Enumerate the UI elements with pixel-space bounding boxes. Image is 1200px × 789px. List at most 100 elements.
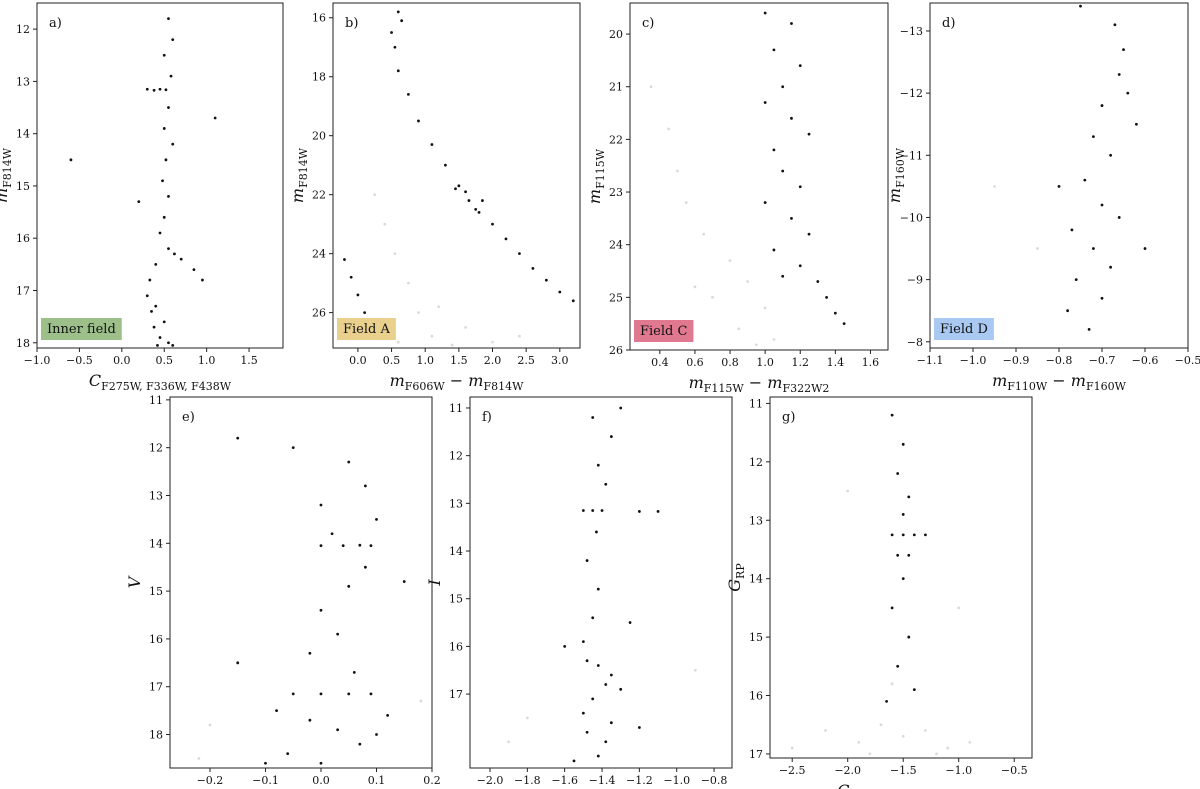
star-point [347,584,351,588]
star-point [816,280,820,283]
star-point [924,729,927,732]
field-label: Field A [343,322,390,337]
star-point [885,699,888,703]
y-tick-label: −11 [900,149,923,162]
y-tick-label: −13 [900,25,923,38]
y-tick-label: 25 [609,291,623,304]
x-tick-label: 1.5 [450,354,468,367]
y-tick-label: 24 [609,239,623,252]
star-point [264,761,267,765]
star-point [319,544,323,548]
x-tick-label: 1.4 [827,356,845,369]
star-point [450,343,454,347]
x-tick-label: 1.5 [240,354,258,367]
star-point [369,544,373,548]
star-point [192,268,196,271]
axes-frame [629,2,889,351]
x-tick-label: −1.0 [663,774,690,787]
x-tick-label: −1.6 [551,774,578,787]
star-point [890,682,894,686]
star-point [396,10,400,14]
x-axis-label-part: m [992,371,1007,390]
star-point [347,692,351,696]
star-point [464,325,467,329]
axes-frame [169,396,433,769]
axes-frame [332,2,581,349]
x-tick-label: −1.5 [890,764,917,777]
y-tick-label: 13 [16,75,30,88]
y-axis-label-part: F160W [894,147,907,188]
star-point [213,116,217,120]
star-point [152,88,156,92]
star-point [464,190,467,194]
x-tick-label: −0.8 [701,774,728,787]
y-tick-label: 13 [749,514,763,527]
y-axis-label: I [425,579,444,587]
star-point [596,754,600,758]
y-axis-label: mF814W [288,147,310,203]
star-point [1092,247,1095,250]
x-axis-label-part: − m [744,373,783,392]
star-point [158,87,162,91]
star-point [1122,48,1125,52]
x-axis-label: CF275W, F336W, F438W [89,371,232,393]
star-point [402,580,406,583]
y-axis-label-part: m [585,189,604,204]
star-point [477,210,481,214]
x-tick-label: 3.0 [551,354,569,367]
star-point [790,216,793,220]
x-axis-label-part: F110W [1007,380,1048,393]
star-point [474,208,478,211]
star-point [596,463,600,467]
star-point [763,11,767,15]
star-point [957,606,961,610]
star-point [571,299,575,303]
star-point [896,553,900,557]
star-point [171,142,175,146]
panel-label: c) [642,16,654,31]
star-point [781,274,785,278]
x-tick-label: −1.0 [24,354,51,367]
star-point [901,533,905,537]
x-tick-label: −0.5 [1175,354,1200,367]
y-tick-label: −9 [907,274,923,287]
star-point [162,53,166,57]
star-point [1083,178,1087,182]
y-tick-label: 23 [609,186,623,199]
star-point [581,509,585,512]
star-point [1100,296,1104,300]
star-point [585,730,589,734]
star-point [807,232,811,236]
star-point [173,252,176,256]
panel-label: a) [49,16,62,31]
panel: 0.4 0.6 0.8 1.0 1.2 1.4 1.620212223242526mF115… [585,2,889,395]
star-point [291,692,295,696]
star-point [935,752,938,756]
star-point [197,757,201,760]
star-point [167,341,170,345]
x-tick-label: 1.6 [862,356,880,369]
x-tick-label: −1.1 [917,354,944,367]
star-point [763,201,767,204]
star-point [457,184,461,188]
star-point [711,295,714,299]
star-point [400,19,404,23]
panel-label: d) [942,16,955,31]
star-point [1117,73,1121,76]
star-point [319,608,323,612]
star-point [558,290,562,294]
star-point [1113,23,1117,27]
x-axis-label-part: C [89,371,101,390]
star-point [369,692,373,696]
x-tick-label: 0.8 [721,356,739,369]
panel: −2.0 −1.8 −1.6 −1.4 −1.2 −1.0 −0.8 11 12 13 14 15 16… [425,396,733,787]
x-tick-label: 0.0 [312,774,330,787]
x-tick-label: 1.2 [791,356,809,369]
star-point [167,106,170,109]
star-point [162,215,166,219]
star-point [675,169,679,173]
star-point [781,169,785,173]
y-axis-label-part: F814W [1,147,14,188]
y-tick-label: 13 [449,497,463,510]
y-tick-label: 11 [149,394,163,407]
